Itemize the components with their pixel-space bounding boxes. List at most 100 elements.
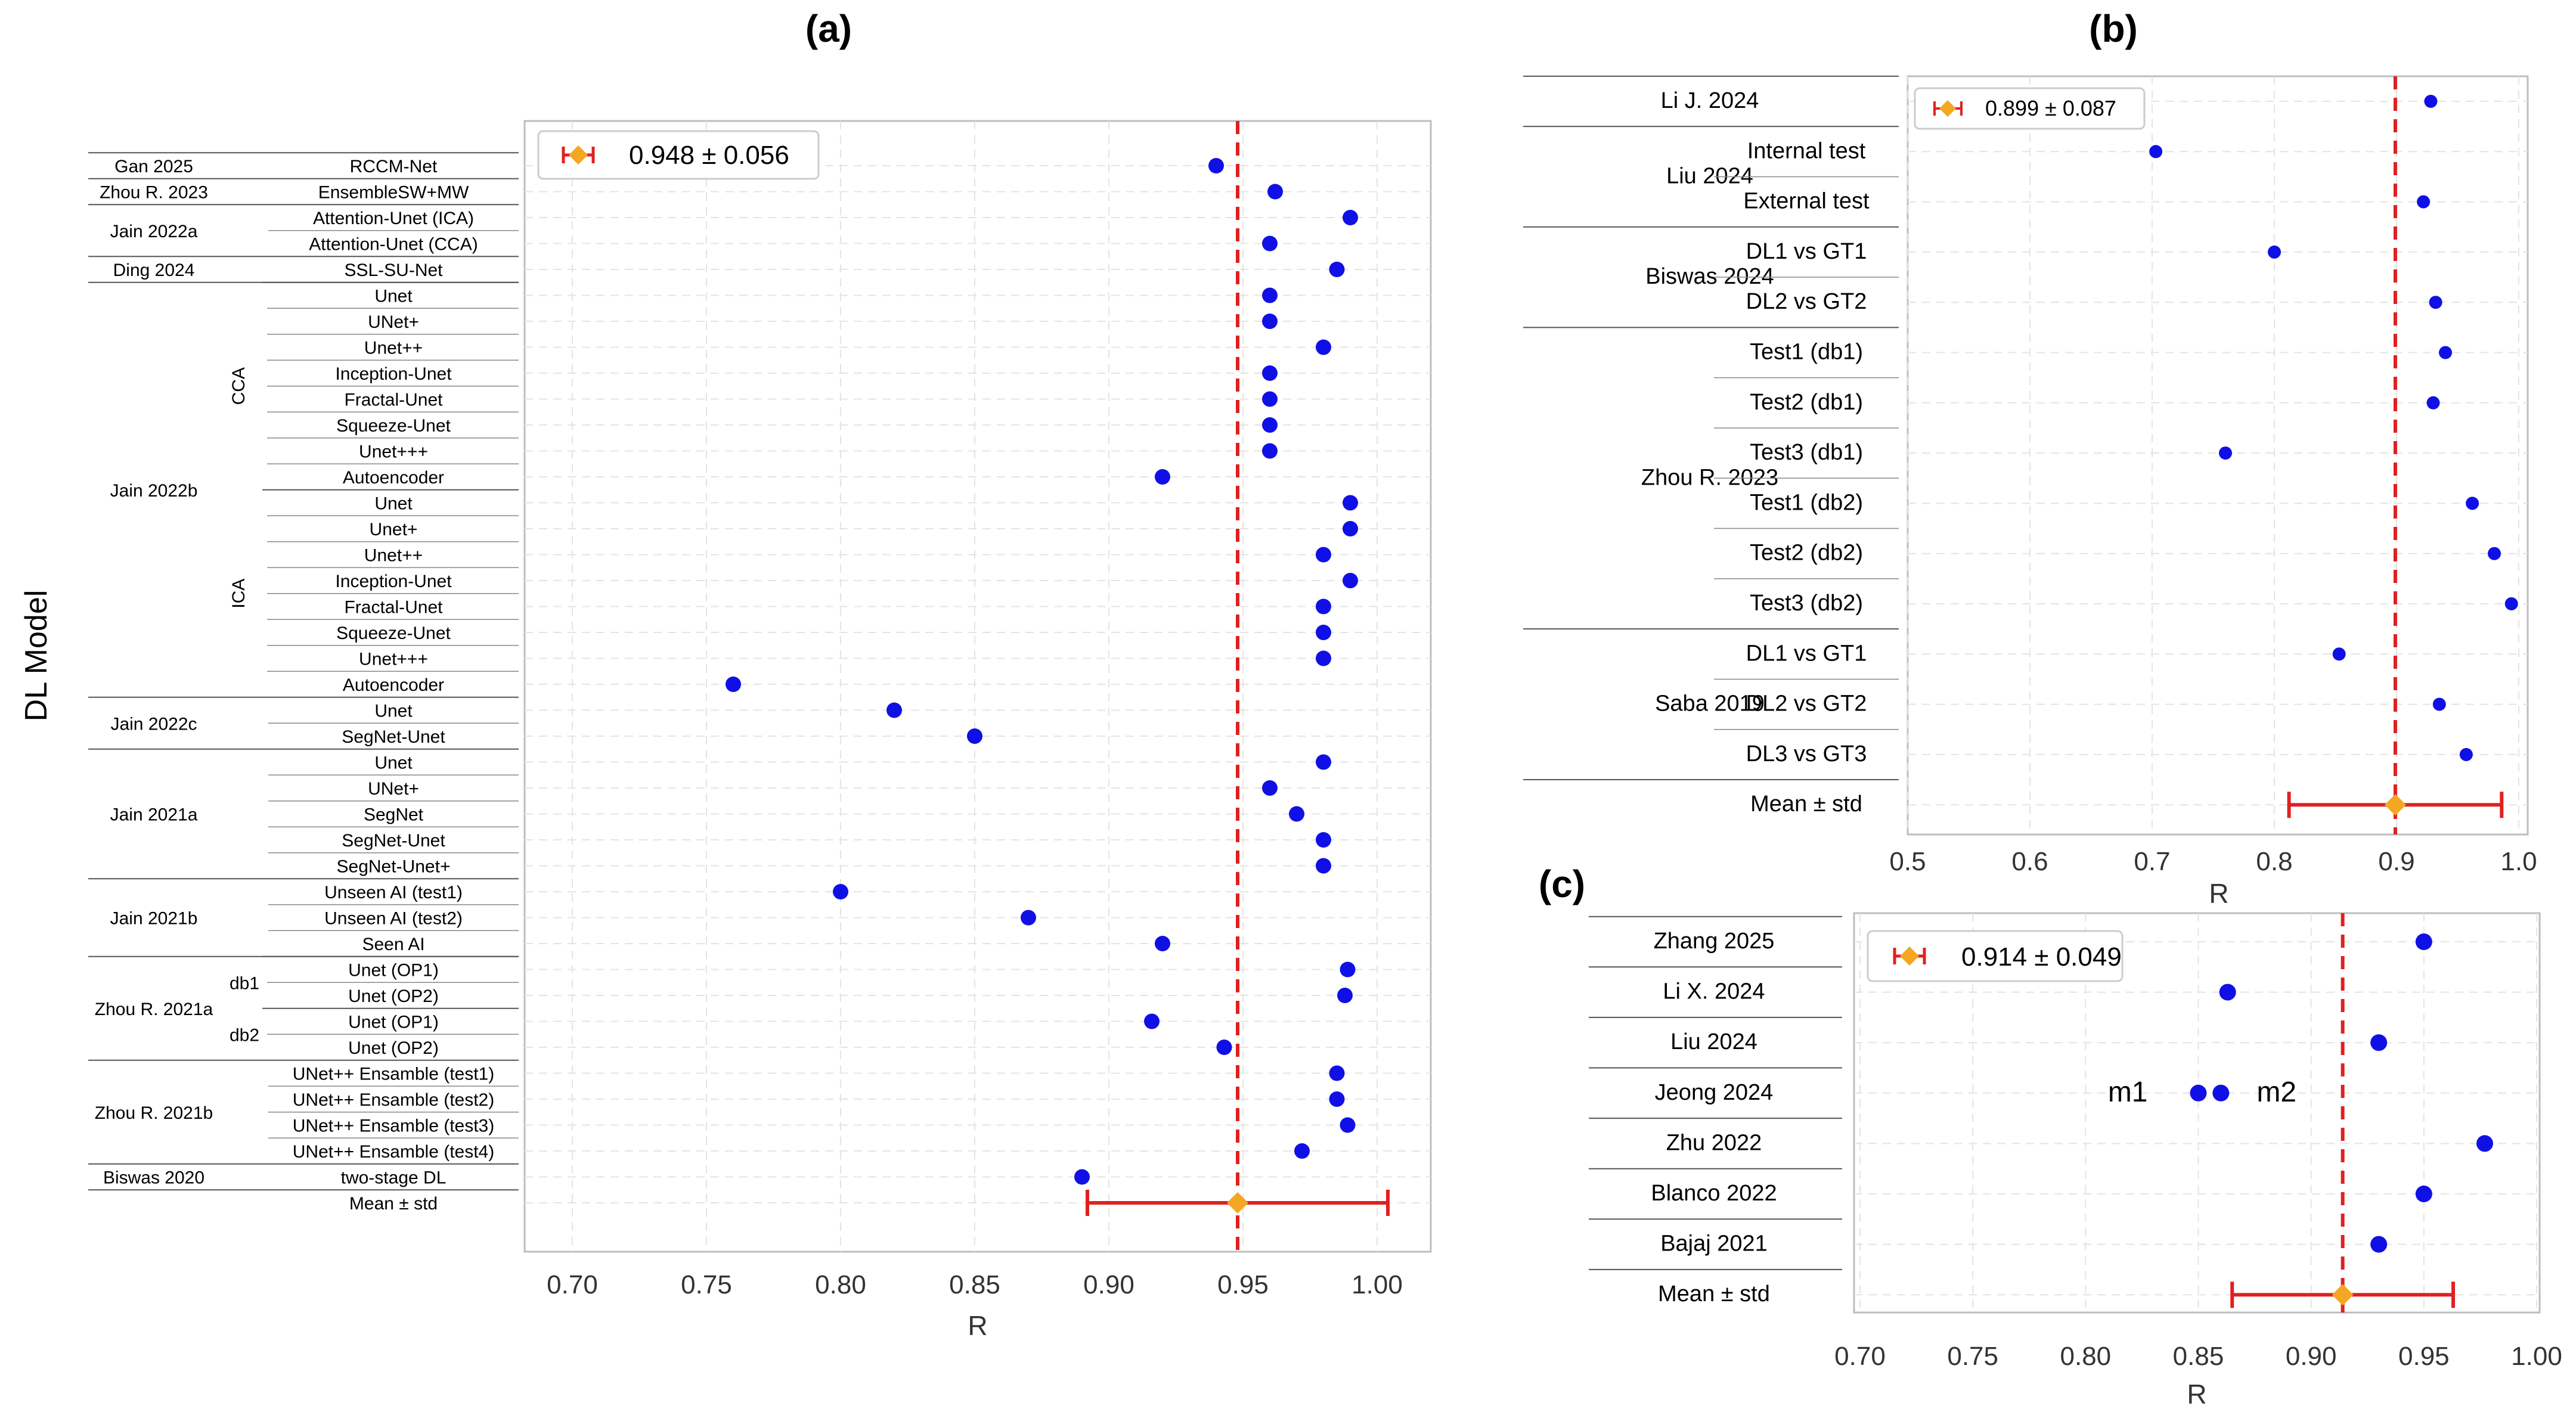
panel-b-study-label-saba-2019: Saba 2019 — [1655, 691, 1765, 716]
panel-a-legend — [537, 130, 820, 180]
panel-b-data-point-liu-2024-internal-test — [2149, 145, 2163, 159]
y-axis-title: DL Model — [19, 590, 54, 722]
panel-b-mean-marker — [2384, 794, 2406, 816]
panel-b-model-label: Internal test — [1747, 138, 1866, 163]
panel-a-data-point-gan-2025-rccm-net — [1208, 158, 1224, 173]
panel-a-subgroup-label-db1: db1 — [230, 973, 259, 993]
panel-b-x-tick-0-8: 0.8 — [2256, 847, 2292, 876]
panel-b-x-axis-label: R — [2209, 878, 2228, 909]
panel-b-model-label: DL2 vs GT2 — [1746, 691, 1867, 716]
panel-a-model-label: Squeeze-Unet — [336, 416, 451, 436]
panel-a-data-point-jain-2021b-unseen-ai-test1 — [833, 884, 848, 899]
panel-c-x-tick-0-80: 0.80 — [2060, 1342, 2112, 1371]
panel-a-study-label-zhou-r-2023: Zhou R. 2023 — [100, 183, 208, 203]
panel-a-model-label: Unet — [374, 702, 413, 721]
panel-a-model-label: SegNet — [364, 805, 424, 825]
panel-a-data-point-jain-2022b-inception-unet — [1262, 365, 1278, 381]
panel-a-data-point-jain-2022b-unet — [1316, 339, 1331, 355]
panel-a-data-point-zhou-r-2023-ensemblesw-mw — [1267, 184, 1283, 200]
panel-a-model-label: Inception-Unet — [335, 364, 452, 384]
panel-c-data-point-jeong-2024-2 — [2212, 1084, 2230, 1102]
panel-a-data-point-jain-2022b-autoencoder — [1155, 469, 1170, 485]
panel-b-model-label: DL2 vs GT2 — [1746, 289, 1867, 314]
panel-a-model-label: two-stage DL — [341, 1168, 447, 1188]
panel-a-legend-mean-icon — [569, 145, 588, 165]
panel-a-model-label: Unet — [374, 753, 413, 773]
panel-b-mean-std-label: Mean ± std — [1750, 792, 1862, 817]
panel-b-data-point-zhou-r-2023-test2-db1 — [2426, 396, 2440, 409]
panel-c-letter: (c) — [1539, 862, 1585, 905]
panel-c-x-tick-0-90: 0.90 — [2286, 1342, 2337, 1371]
panel-b-data-point-zhou-r-2023-test2-db2 — [2488, 547, 2501, 560]
panel-c-m1-label: m1 — [2108, 1076, 2148, 1108]
panel-a-x-tick-0-75: 0.75 — [681, 1270, 732, 1299]
panel-b-model-label: DL3 vs GT3 — [1746, 741, 1867, 767]
panel-a-data-point-jain-2022b-autoencoder — [726, 677, 741, 692]
panel-a-data-point-jain-2022b-squeeze-unet — [1316, 625, 1331, 640]
panel-c-study-label-jeong-2024: Jeong 2024 — [1655, 1080, 1774, 1105]
panel-a-model-label: SegNet-Unet — [342, 831, 445, 851]
panel-a-x-ticks: 0.70 0.75 0.80 0.85 0.90 0.95 1.00 — [547, 1270, 1403, 1299]
panel-c-grid — [1854, 913, 2540, 1313]
panel-b-data-point-liu-2024-external-test — [2417, 195, 2431, 209]
panel-b-model-label: Test2 (db1) — [1750, 390, 1863, 415]
panel-a-data-point-jain-2021a-segnet-unet — [1316, 858, 1331, 874]
panel-a-data-point-ding-2024-ssl-su-net — [1329, 262, 1345, 277]
panel-c-data-point-blanco-2022 — [2415, 1186, 2432, 1202]
panel-a-data-point-jain-2022c-unet — [886, 702, 902, 718]
panel-b-legend-text: 0.899 ± 0.087 — [1985, 96, 2116, 120]
panel-b: Li J. 2024 Liu 2024 Biswas 2024 Zhou R. 202… — [1523, 75, 2537, 909]
panel-b-x-tick-0-5: 0.5 — [1889, 847, 1926, 876]
panel-a-data-point-jain-2022b-squeeze-unet — [1262, 417, 1278, 433]
panel-b-model-label: External test — [1743, 189, 1870, 214]
panel-b-model-label: Test3 (db2) — [1750, 591, 1863, 616]
panel-a-data-point-zhou-r-2021b-unet-ensamble-test4 — [1294, 1143, 1310, 1159]
panel-a-data-point-jain-2022c-segnet-unet — [967, 728, 982, 744]
panel-a-model-label: UNet++ Ensamble (test4) — [293, 1142, 494, 1162]
panel-a-model-label: UNet+ — [368, 312, 419, 332]
panel-b-x-tick-0-6: 0.6 — [2011, 847, 2048, 876]
panel-a-subgroup-label-ica: ICA — [229, 579, 249, 609]
panel-a-model-label: SSL-SU-Net — [344, 260, 443, 280]
panel-a-x-tick-0-90: 0.90 — [1083, 1270, 1134, 1299]
panel-a-model-label: Unseen AI (test1) — [324, 883, 463, 902]
panel-a-data-point-jain-2022b-fractal-unet — [1316, 598, 1331, 615]
panel-b-study-label-li-j-2024: Li J. 2024 — [1661, 88, 1759, 113]
panel-a-data-point-zhou-r-2021b-unet-ensamble-test2 — [1329, 1091, 1345, 1107]
panel-a-data-marks — [726, 121, 1390, 1252]
panel-a-data-point-zhou-r-2021a-unet-op2 — [1337, 988, 1353, 1003]
panel-b-data-marks — [2149, 76, 2518, 834]
panel-a-grid — [525, 121, 1431, 1252]
panel-c-x-ticks: 0.70 0.75 0.80 0.85 0.90 0.95 1.00 — [1834, 1342, 2562, 1371]
panel-a-x-axis-label: R — [968, 1310, 987, 1341]
panel-a-study-label-jain-2022c: Jain 2022c — [110, 714, 197, 734]
panel-a-data-point-jain-2021a-segnet — [1289, 806, 1304, 822]
panel-b-x-tick-1-0: 1.0 — [2500, 847, 2537, 876]
panel-a-study-label-jain-2021a: Jain 2021a — [110, 805, 198, 825]
panel-a-x-tick-0-70: 0.70 — [547, 1270, 598, 1299]
panel-c-study-label-bajaj-2021: Bajaj 2021 — [1660, 1231, 1768, 1256]
panel-a-data-point-jain-2022b-unet — [1262, 287, 1278, 303]
panel-a-data-point-zhou-r-2021a-unet-op2 — [1216, 1040, 1232, 1055]
panel-a-legend-text: 0.948 ± 0.056 — [629, 141, 789, 170]
panel-c-data-point-li-x-2024 — [2219, 983, 2236, 1001]
panel-a-model-label: Unet+ — [370, 520, 418, 539]
panel-c-legend-text: 0.914 ± 0.049 — [1961, 942, 2122, 972]
panel-a-data-point-jain-2021b-seen-ai — [1155, 936, 1170, 951]
panel-a-model-label: Attention-Unet (CCA) — [309, 235, 478, 255]
panel-a-data-point-jain-2021a-segnet-unet — [1316, 832, 1331, 848]
panel-a-data-point-jain-2022b-fractal-unet — [1262, 391, 1278, 407]
panel-a-data-point-jain-2022b-inception-unet — [1343, 573, 1358, 588]
panel-a-model-label: Unet — [374, 494, 413, 514]
panel-c-study-label-li-x-2024: Li X. 2024 — [1663, 979, 1765, 1004]
panel-c-x-tick-0-95: 0.95 — [2398, 1342, 2450, 1371]
panel-b-model-label: Test3 (db1) — [1750, 440, 1863, 465]
panel-a-data-point-biswas-2020-two-stage-dl — [1074, 1169, 1090, 1185]
panel-b-data-point-biswas-2024-dl1-vs-gt1 — [2268, 245, 2281, 259]
panel-c-study-label-liu-2024: Liu 2024 — [1670, 1029, 1757, 1054]
panel-b-data-point-zhou-r-2023-test1-db1 — [2439, 346, 2452, 359]
panel-c-x-axis-label: R — [2187, 1379, 2206, 1410]
panel-b-model-label: DL1 vs GT1 — [1746, 239, 1867, 264]
panel-a-data-point-jain-2022b-unet — [1343, 521, 1358, 536]
panel-a-model-label: Unseen AI (test2) — [324, 909, 463, 929]
